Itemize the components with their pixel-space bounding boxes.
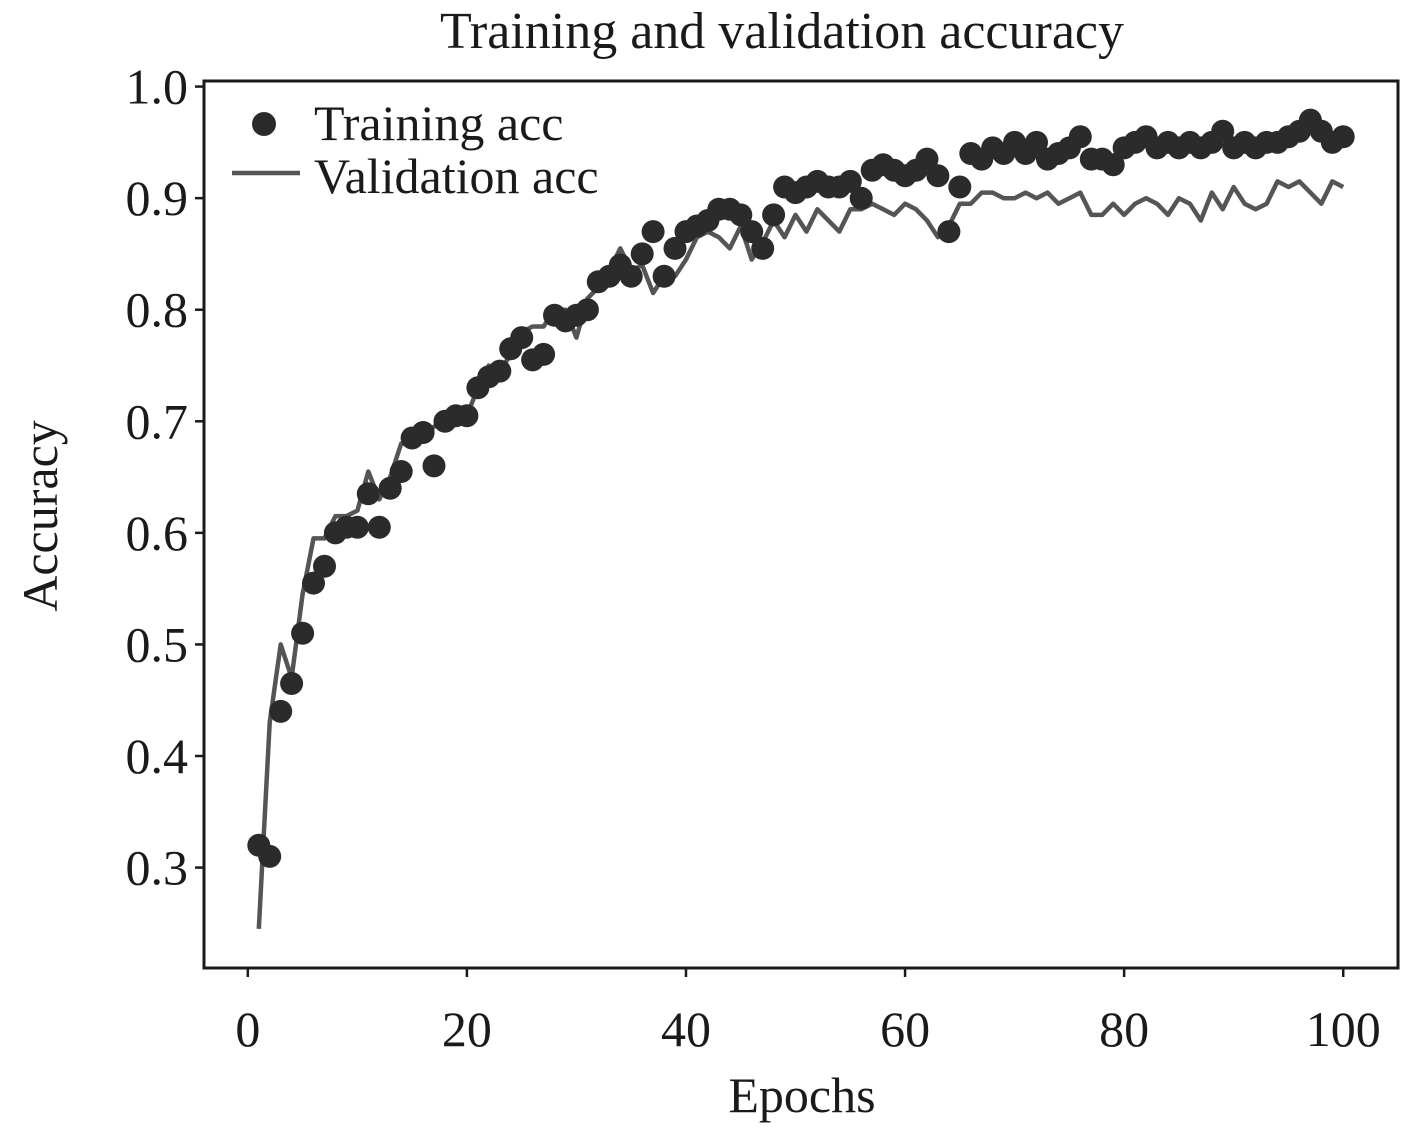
training-acc-point <box>849 186 873 210</box>
x-tick-label: 100 <box>1306 1001 1381 1057</box>
training-acc-point <box>510 326 534 350</box>
legend: Training acc Validation acc <box>232 95 599 204</box>
y-tick-label: 0.8 <box>126 282 189 338</box>
training-acc-point <box>915 147 939 171</box>
training-acc-point <box>488 359 512 383</box>
training-acc-point <box>411 421 435 444</box>
training-acc-point <box>948 175 972 199</box>
y-tick-label: 0.5 <box>126 616 189 672</box>
training-acc-point <box>663 236 687 260</box>
x-tick-label: 80 <box>1099 1001 1149 1057</box>
plot-area-frame <box>202 79 1400 970</box>
x-axis-ticks: 0 20 40 60 80 100 <box>235 968 1381 1057</box>
training-acc-point <box>532 342 556 366</box>
x-tick-label: 0 <box>235 1001 260 1057</box>
training-acc-point <box>378 476 402 500</box>
training-acc-point <box>291 621 315 645</box>
training-acc-point <box>455 404 479 428</box>
training-acc-point <box>356 482 380 506</box>
training-acc-point <box>1331 125 1355 149</box>
y-axis-title: Accuracy <box>12 420 68 612</box>
training-acc-points <box>247 108 1355 868</box>
training-acc-point <box>280 672 304 695</box>
training-acc-point <box>762 203 786 227</box>
training-acc-point <box>1101 153 1125 177</box>
y-tick-label: 0.7 <box>126 393 189 449</box>
training-acc-point <box>422 454 446 478</box>
training-acc-point <box>302 571 325 595</box>
training-acc-point <box>1025 130 1048 154</box>
training-acc-point <box>345 515 369 539</box>
training-acc-point <box>652 264 676 288</box>
y-tick-label: 0.3 <box>126 840 189 896</box>
legend-validation-label: Validation acc <box>314 148 599 204</box>
training-acc-point <box>740 220 764 244</box>
training-acc-point <box>269 699 293 723</box>
training-acc-point <box>641 220 665 244</box>
training-acc-point <box>258 844 282 868</box>
training-acc-point <box>389 460 413 483</box>
legend-training-label: Training acc <box>314 95 564 151</box>
training-acc-point <box>1068 125 1092 149</box>
x-tick-label: 60 <box>880 1001 930 1057</box>
legend-training-marker <box>252 112 276 136</box>
training-acc-point <box>926 164 950 188</box>
x-tick-label: 40 <box>661 1001 711 1057</box>
y-axis-ticks: 0.3 0.4 0.5 0.6 0.7 0.8 0.9 1.0 <box>126 59 204 896</box>
training-acc-point <box>575 298 599 322</box>
training-acc-point <box>751 236 775 260</box>
training-acc-point <box>630 242 654 266</box>
x-axis-title: Epochs <box>728 1067 875 1123</box>
validation-acc-line <box>256 179 1345 930</box>
chart-title: Training and validation accuracy <box>440 3 1124 60</box>
y-tick-label: 0.6 <box>126 505 189 561</box>
training-acc-point <box>729 203 753 227</box>
x-tick-label: 20 <box>442 1001 492 1057</box>
training-acc-point <box>313 554 336 578</box>
y-tick-label: 1.0 <box>126 59 189 115</box>
training-acc-point <box>367 515 391 539</box>
y-tick-label: 0.9 <box>126 170 189 226</box>
training-acc-point <box>619 264 643 288</box>
training-acc-point <box>937 220 961 244</box>
training-acc-point <box>838 169 862 193</box>
y-tick-label: 0.4 <box>126 728 189 784</box>
training-acc-point <box>1211 119 1235 143</box>
